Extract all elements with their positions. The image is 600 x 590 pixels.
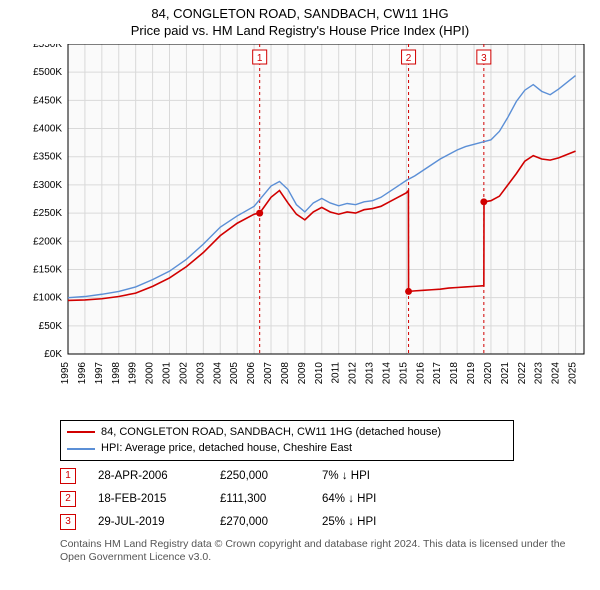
svg-text:2: 2 — [406, 53, 412, 64]
legend-row-hpi: HPI: Average price, detached house, Ches… — [67, 440, 507, 457]
svg-text:1995: 1995 — [60, 361, 71, 384]
svg-text:£100K: £100K — [33, 292, 62, 303]
svg-text:£0K: £0K — [44, 349, 62, 360]
svg-text:2016: 2016 — [415, 361, 426, 384]
legend-swatch-hpi — [67, 448, 95, 450]
legend-swatch-property — [67, 431, 95, 433]
legend-row-property: 84, CONGLETON ROAD, SANDBACH, CW11 1HG (… — [67, 424, 507, 441]
svg-text:2004: 2004 — [212, 361, 223, 384]
event-row: 2 18-FEB-2015 £111,300 64% ↓ HPI — [60, 488, 590, 511]
event-pct: 25% ↓ HPI — [322, 511, 392, 534]
svg-text:£250K: £250K — [33, 208, 62, 219]
svg-text:2018: 2018 — [449, 361, 460, 384]
svg-text:2014: 2014 — [381, 361, 392, 384]
event-date: 18-FEB-2015 — [98, 488, 198, 511]
event-price: £270,000 — [220, 511, 300, 534]
legend-label-property: 84, CONGLETON ROAD, SANDBACH, CW11 1HG (… — [101, 424, 441, 441]
svg-text:1997: 1997 — [94, 361, 105, 384]
svg-text:£350K: £350K — [33, 152, 62, 163]
svg-text:2019: 2019 — [466, 361, 477, 384]
svg-text:£550K: £550K — [33, 44, 62, 50]
event-row: 3 29-JUL-2019 £270,000 25% ↓ HPI — [60, 511, 590, 534]
svg-text:2010: 2010 — [314, 361, 325, 384]
svg-text:1998: 1998 — [111, 361, 122, 384]
events-table: 1 28-APR-2006 £250,000 7% ↓ HPI 2 18-FEB-2015… — [60, 465, 590, 534]
svg-text:2017: 2017 — [432, 361, 443, 384]
svg-text:2015: 2015 — [398, 361, 409, 384]
legend-label-hpi: HPI: Average price, detached house, Ches… — [101, 440, 352, 457]
svg-text:2008: 2008 — [280, 361, 291, 384]
price-chart: £0K £50K £100K £150K £200K £250K £300K £350K £40… — [10, 44, 590, 414]
svg-text:1996: 1996 — [77, 361, 88, 384]
svg-text:2000: 2000 — [145, 361, 156, 384]
event-num-box: 1 — [60, 468, 76, 484]
footnote: Contains HM Land Registry data © Crown c… — [60, 538, 590, 565]
event-num-box: 3 — [60, 514, 76, 530]
svg-text:£200K: £200K — [33, 236, 62, 247]
svg-text:2009: 2009 — [297, 361, 308, 384]
event-row: 1 28-APR-2006 £250,000 7% ↓ HPI — [60, 465, 590, 488]
svg-text:2011: 2011 — [331, 361, 342, 383]
svg-text:2002: 2002 — [178, 361, 189, 384]
svg-text:£500K: £500K — [33, 67, 62, 78]
chart-title: 84, CONGLETON ROAD, SANDBACH, CW11 1HG P… — [10, 6, 590, 40]
svg-text:2005: 2005 — [229, 361, 240, 384]
event-pct: 64% ↓ HPI — [322, 488, 392, 511]
svg-text:2006: 2006 — [246, 361, 257, 384]
svg-text:2012: 2012 — [348, 361, 359, 384]
svg-text:2003: 2003 — [195, 361, 206, 384]
svg-text:3: 3 — [481, 53, 487, 64]
svg-text:1999: 1999 — [128, 361, 139, 384]
svg-text:2022: 2022 — [517, 361, 528, 384]
event-num-box: 2 — [60, 491, 76, 507]
svg-text:2007: 2007 — [263, 361, 274, 384]
svg-text:1: 1 — [257, 53, 263, 64]
event-price: £250,000 — [220, 465, 300, 488]
svg-text:2024: 2024 — [551, 361, 562, 384]
svg-text:2023: 2023 — [534, 361, 545, 384]
svg-text:2013: 2013 — [365, 361, 376, 384]
svg-text:£150K: £150K — [33, 264, 62, 275]
svg-text:2021: 2021 — [500, 361, 511, 384]
chart-svg: £0K £50K £100K £150K £200K £250K £300K £350K £40… — [10, 44, 590, 414]
event-date: 28-APR-2006 — [98, 465, 198, 488]
title-line2: Price paid vs. HM Land Registry's House … — [10, 23, 590, 40]
svg-text:£50K: £50K — [39, 321, 63, 332]
event-date: 29-JUL-2019 — [98, 511, 198, 534]
svg-text:2020: 2020 — [483, 361, 494, 384]
svg-text:£400K: £400K — [33, 123, 62, 134]
svg-text:2001: 2001 — [162, 361, 173, 384]
legend: 84, CONGLETON ROAD, SANDBACH, CW11 1HG (… — [60, 420, 514, 461]
event-pct: 7% ↓ HPI — [322, 465, 392, 488]
svg-text:£300K: £300K — [33, 180, 62, 191]
svg-text:£450K: £450K — [33, 95, 62, 106]
title-line1: 84, CONGLETON ROAD, SANDBACH, CW11 1HG — [10, 6, 590, 23]
svg-text:2025: 2025 — [568, 361, 579, 384]
event-price: £111,300 — [220, 488, 300, 511]
